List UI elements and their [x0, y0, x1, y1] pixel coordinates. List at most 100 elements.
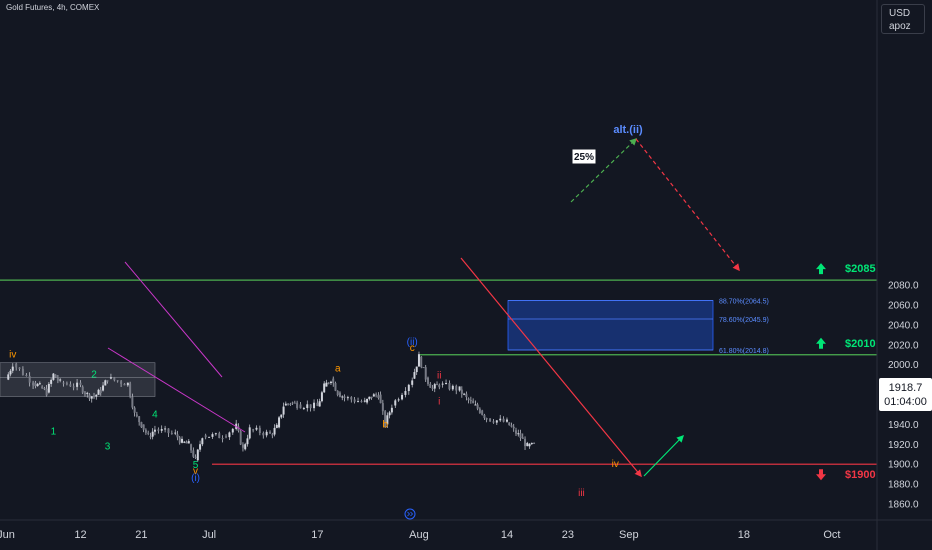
price-candle: [332, 376, 335, 387]
price-candle: [9, 369, 12, 377]
candle-body: [530, 442, 533, 445]
price-candle: [533, 442, 536, 444]
candle-body: [390, 407, 393, 413]
candle-body: [422, 367, 425, 369]
candle-body: [15, 363, 18, 368]
price-candle: [510, 422, 513, 428]
candle-body: [495, 420, 498, 423]
price-candle: [76, 378, 79, 391]
candle-body: [174, 432, 177, 434]
price-candle: [208, 436, 211, 438]
candle-body: [397, 399, 400, 401]
price-candle: [218, 431, 221, 439]
candle-body: [325, 382, 328, 387]
price-candle: [420, 356, 423, 369]
y-tick-label: 1880.0: [888, 480, 919, 491]
wave-label: (ii): [407, 337, 418, 348]
candle-body: [221, 438, 224, 440]
price-candle: [299, 402, 302, 409]
candle-body: [334, 383, 337, 391]
candle-body: [231, 428, 234, 433]
wave-label: c: [410, 343, 415, 354]
price-candle: [133, 406, 136, 417]
candle-body: [309, 404, 312, 409]
price-candle: [363, 397, 366, 403]
candle-body: [296, 402, 299, 408]
candle-body: [370, 396, 373, 399]
price-candle: [147, 430, 150, 436]
candle-body: [360, 401, 363, 403]
candle-body: [133, 407, 136, 413]
price-candle: [144, 428, 147, 435]
candle-body: [62, 382, 65, 384]
price-candle: [483, 413, 486, 421]
wave-label: (i): [191, 473, 200, 484]
price-candle: [93, 392, 96, 400]
price-candle: [323, 381, 326, 393]
price-candle: [502, 416, 505, 423]
candle-body: [43, 388, 46, 390]
candle-body: [45, 388, 48, 396]
price-candle: [422, 367, 425, 369]
price-candle: [472, 398, 475, 404]
event-icon[interactable]: [404, 508, 416, 520]
wave-label: v: [193, 466, 198, 477]
candle-body: [320, 392, 323, 402]
candle-body: [415, 366, 418, 373]
price-candle: [417, 351, 420, 367]
candle-body: [338, 392, 341, 397]
currency-selector[interactable]: USD apoz: [881, 4, 925, 34]
y-tick-label: 1900.0: [888, 460, 919, 471]
price-candle: [273, 424, 276, 437]
price-candle: [515, 427, 518, 436]
candle-body: [239, 430, 242, 445]
candle-body: [508, 422, 511, 426]
bar-countdown: 01:04:00: [884, 396, 927, 408]
candle-body: [214, 433, 217, 435]
price-candle: [120, 380, 123, 387]
candle-body: [478, 408, 481, 413]
candle-body: [417, 354, 420, 367]
price-candle: [526, 441, 529, 447]
candle-body: [102, 385, 105, 391]
candle-body: [192, 450, 195, 457]
candle-body: [41, 386, 44, 389]
candle-body: [211, 434, 214, 437]
price-candle: [313, 399, 316, 412]
candle-body: [323, 383, 326, 393]
price-candle: [248, 424, 251, 440]
x-tick-label: 18: [738, 529, 750, 541]
x-tick-label: 12: [74, 529, 86, 541]
candle-body: [492, 421, 495, 423]
price-candle: [441, 381, 444, 388]
wave-label: 4: [152, 409, 158, 420]
candle-body: [69, 384, 72, 387]
candle-body: [204, 435, 207, 438]
wave-label: iv: [9, 350, 16, 361]
price-candle: [413, 368, 416, 380]
price-candle: [448, 380, 451, 391]
candle-body: [510, 425, 513, 427]
price-candle: [135, 411, 138, 418]
target-2010-label: $2010: [845, 338, 876, 350]
candle-body: [332, 378, 335, 384]
candle-body: [28, 375, 31, 383]
price-candle: [47, 382, 50, 394]
x-tick-label: Aug: [409, 529, 429, 541]
fib-level-label: 88.70%(2064.5): [719, 299, 769, 306]
y-tick-label: 2020.0: [888, 340, 919, 351]
candle-body: [106, 380, 109, 382]
candle-body: [241, 444, 244, 448]
price-candle: [293, 400, 296, 404]
price-candle: [334, 381, 337, 392]
candle-body: [160, 429, 163, 431]
candle-body: [318, 401, 321, 407]
candle-body: [489, 418, 492, 422]
candle-body: [185, 441, 188, 444]
candle-body: [512, 426, 515, 429]
channel-upper-line: [124, 261, 223, 378]
y-tick-label: 2040.0: [888, 320, 919, 331]
price-candle: [86, 391, 89, 398]
candle-body: [465, 393, 468, 398]
